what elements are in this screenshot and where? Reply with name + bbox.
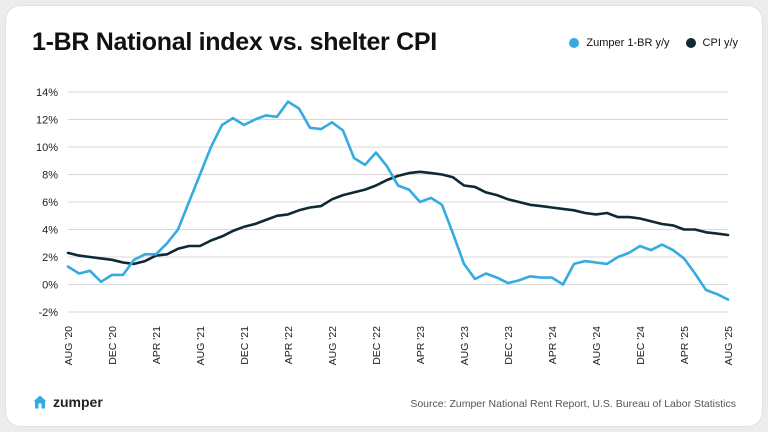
x-tick-label: APR '24 [547, 326, 559, 364]
legend-item-cpi: CPI y/y [685, 37, 738, 49]
y-tick-label: 6% [42, 197, 58, 209]
x-tick-label: APR '23 [415, 326, 427, 364]
series-line-cpi [66, 170, 730, 266]
x-tick-label: DEC '21 [239, 326, 251, 365]
series-line-zumper [66, 100, 730, 301]
y-tick-label: 4% [42, 225, 58, 237]
x-tick-label: AUG '22 [327, 326, 339, 366]
chart-legend: Zumper 1-BR y/y CPI y/y [569, 37, 738, 49]
x-tick-label: AUG '24 [591, 326, 603, 366]
legend-label-zumper: Zumper 1-BR y/y [586, 37, 670, 49]
x-tick-label: DEC '22 [371, 326, 383, 365]
source-note: Source: Zumper National Rent Report, U.S… [410, 398, 736, 410]
brand-name: zumper [53, 394, 103, 410]
legend-swatch-zumper [569, 38, 580, 48]
y-tick-label: 8% [42, 170, 58, 182]
legend-label-cpi: CPI y/y [702, 37, 738, 49]
y-tick-label: 0% [42, 280, 58, 292]
x-tick-label: AUG '23 [459, 326, 471, 366]
x-tick-label: AUG '21 [195, 326, 207, 366]
house-icon [33, 395, 47, 409]
legend-item-zumper: Zumper 1-BR y/y [569, 37, 670, 49]
y-tick-label: 10% [36, 142, 58, 154]
brand-logo: zumper [32, 394, 103, 410]
x-tick-label: AUG '20 [63, 326, 75, 366]
x-tick-label: APR '21 [151, 326, 163, 364]
chart-title: 1-BR National index vs. shelter CPI [32, 28, 437, 56]
legend-swatch-cpi [685, 38, 696, 48]
x-tick-label: DEC '23 [503, 326, 515, 365]
x-tick-label: AUG '25 [723, 326, 735, 366]
x-tick-label: APR '22 [283, 326, 295, 364]
x-tick-label: APR '25 [679, 326, 691, 364]
y-tick-label: 14% [36, 87, 58, 99]
y-tick-label: -2% [38, 307, 58, 319]
y-tick-label: 2% [42, 252, 58, 264]
x-tick-label: DEC '20 [107, 326, 119, 365]
chart-card: 1-BR National index vs. shelter CPI Zump… [6, 6, 762, 426]
y-tick-label: 12% [36, 115, 58, 127]
x-tick-label: DEC '24 [635, 326, 647, 365]
